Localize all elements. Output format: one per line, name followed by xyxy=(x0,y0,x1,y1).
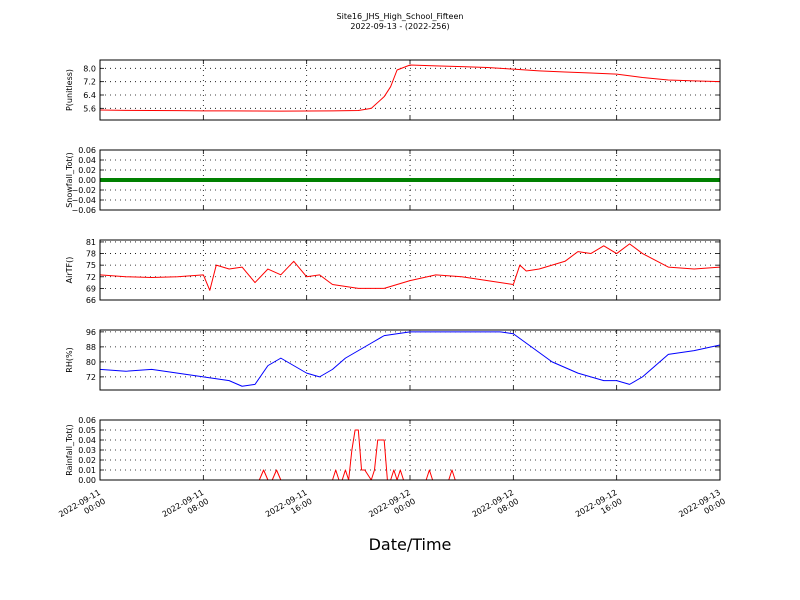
subplots-group: 5.66.47.28.0P(unitless)−0.06−0.04−0.020.… xyxy=(65,59,721,485)
y-axis-label: Snowfall_Tot() xyxy=(65,152,74,208)
y-tick-label: 88 xyxy=(86,343,96,352)
axes-frame xyxy=(99,239,721,301)
series-line xyxy=(99,331,721,387)
axes-frame xyxy=(99,59,721,121)
y-tick-label: 6.4 xyxy=(83,91,96,100)
y-tick-label: 78 xyxy=(86,250,96,259)
y-tick-label: 0.01 xyxy=(78,466,96,475)
y-tick-label: 0.04 xyxy=(78,436,96,445)
series-line xyxy=(99,64,721,112)
y-tick-label: 5.6 xyxy=(83,104,96,113)
axes-frame xyxy=(99,149,721,211)
x-tick-label: 2022-09-1116:00 xyxy=(264,488,314,528)
y-tick-label: 0.06 xyxy=(78,416,96,425)
y-tick-label: 75 xyxy=(86,261,96,270)
y-tick-label: 69 xyxy=(86,284,96,293)
y-tick-label: 0.04 xyxy=(78,156,96,165)
y-tick-label: 0.00 xyxy=(78,476,96,485)
series-line xyxy=(99,243,721,291)
axes-frame xyxy=(99,419,721,481)
y-tick-label: 0.02 xyxy=(78,166,96,175)
y-tick-label: 80 xyxy=(86,358,96,367)
y-tick-label: 0.03 xyxy=(78,446,96,455)
x-axis-label: Date/Time xyxy=(369,535,452,554)
x-tick-label: 2022-09-1216:00 xyxy=(574,488,624,528)
y-tick-label: 72 xyxy=(86,373,96,382)
y-tick-label: 0.00 xyxy=(78,176,96,185)
subplot-2: −0.06−0.04−0.020.000.020.040.06 Snowfall_… xyxy=(65,146,721,215)
y-axis-label: Rainfall_Tot() xyxy=(65,424,74,476)
y-tick-label: 8.0 xyxy=(83,64,96,73)
subplot-1: 5.6 6.4 7.2 8.0 P(unitless) xyxy=(65,59,721,121)
x-tick-label: 2022-09-1108:00 xyxy=(161,488,211,528)
x-tick-label: 2022-09-1300:00 xyxy=(677,488,727,528)
y-axis-label: RH(%) xyxy=(65,347,74,372)
axes-frame xyxy=(99,329,721,391)
x-tick-label: 2022-09-1200:00 xyxy=(367,488,417,528)
subplot-3: 66 69 72 75 78 81 AirTF() xyxy=(65,238,721,305)
x-axis-tick-labels: 2022-09-1100:00 2022-09-1108:00 2022-09-11… xyxy=(57,488,727,528)
chart-title-line1: Site16_JHS_High_School_Fifteen xyxy=(337,12,464,21)
subplot-5: 0.000.010.020.030.040.050.06 Rainfall_Tot… xyxy=(65,416,721,485)
y-tick-label: −0.06 xyxy=(71,206,96,215)
y-tick-label: 7.2 xyxy=(83,78,96,87)
y-tick-label: −0.04 xyxy=(71,196,96,205)
y-tick-label: 0.06 xyxy=(78,146,96,155)
chart-title-line2: 2022-09-13 - (2022-256) xyxy=(350,22,449,31)
x-tick-label: 2022-09-1100:00 xyxy=(57,488,107,528)
y-tick-label: 72 xyxy=(86,273,96,282)
y-axis-label: AirTF() xyxy=(65,257,74,284)
y-tick-label: 0.02 xyxy=(78,456,96,465)
y-tick-label: 96 xyxy=(86,328,96,337)
y-tick-label: 66 xyxy=(86,296,96,305)
subplot-4: 72 80 88 96 RH(%) xyxy=(65,328,721,391)
x-tick-label: 2022-09-1208:00 xyxy=(471,488,521,528)
y-axis-label: P(unitless) xyxy=(65,69,74,111)
y-tick-label: 81 xyxy=(86,238,96,247)
y-tick-label: 0.05 xyxy=(78,426,96,435)
y-tick-label: −0.02 xyxy=(71,186,96,195)
